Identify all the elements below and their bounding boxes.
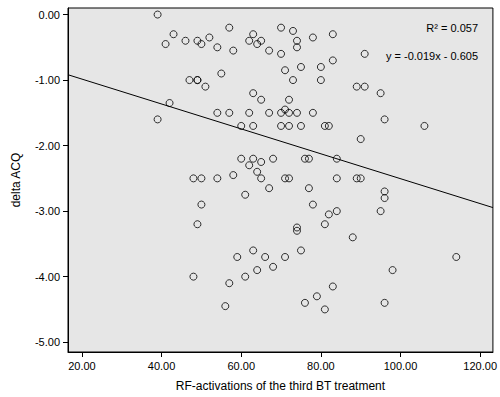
- svg-text:R² = 0.057: R² = 0.057: [426, 22, 478, 34]
- svg-text:40.00: 40.00: [148, 360, 176, 372]
- svg-text:0.00: 0.00: [39, 9, 60, 21]
- svg-text:-1.00: -1.00: [35, 74, 60, 86]
- svg-text:60.00: 60.00: [227, 360, 255, 372]
- svg-text:100.00: 100.00: [384, 360, 418, 372]
- svg-text:120.00: 120.00: [463, 360, 497, 372]
- svg-text:y = -0.019x - 0.605: y = -0.019x - 0.605: [386, 50, 478, 62]
- svg-text:RF-activations of the third BT: RF-activations of the third BT treatment: [176, 379, 386, 393]
- svg-text:-2.00: -2.00: [35, 140, 60, 152]
- svg-text:80.00: 80.00: [307, 360, 335, 372]
- svg-text:delta ACQ: delta ACQ: [9, 153, 23, 208]
- svg-text:-4.00: -4.00: [35, 271, 60, 283]
- svg-text:-5.00: -5.00: [35, 336, 60, 348]
- svg-text:20.00: 20.00: [68, 360, 96, 372]
- svg-text:-3.00: -3.00: [35, 205, 60, 217]
